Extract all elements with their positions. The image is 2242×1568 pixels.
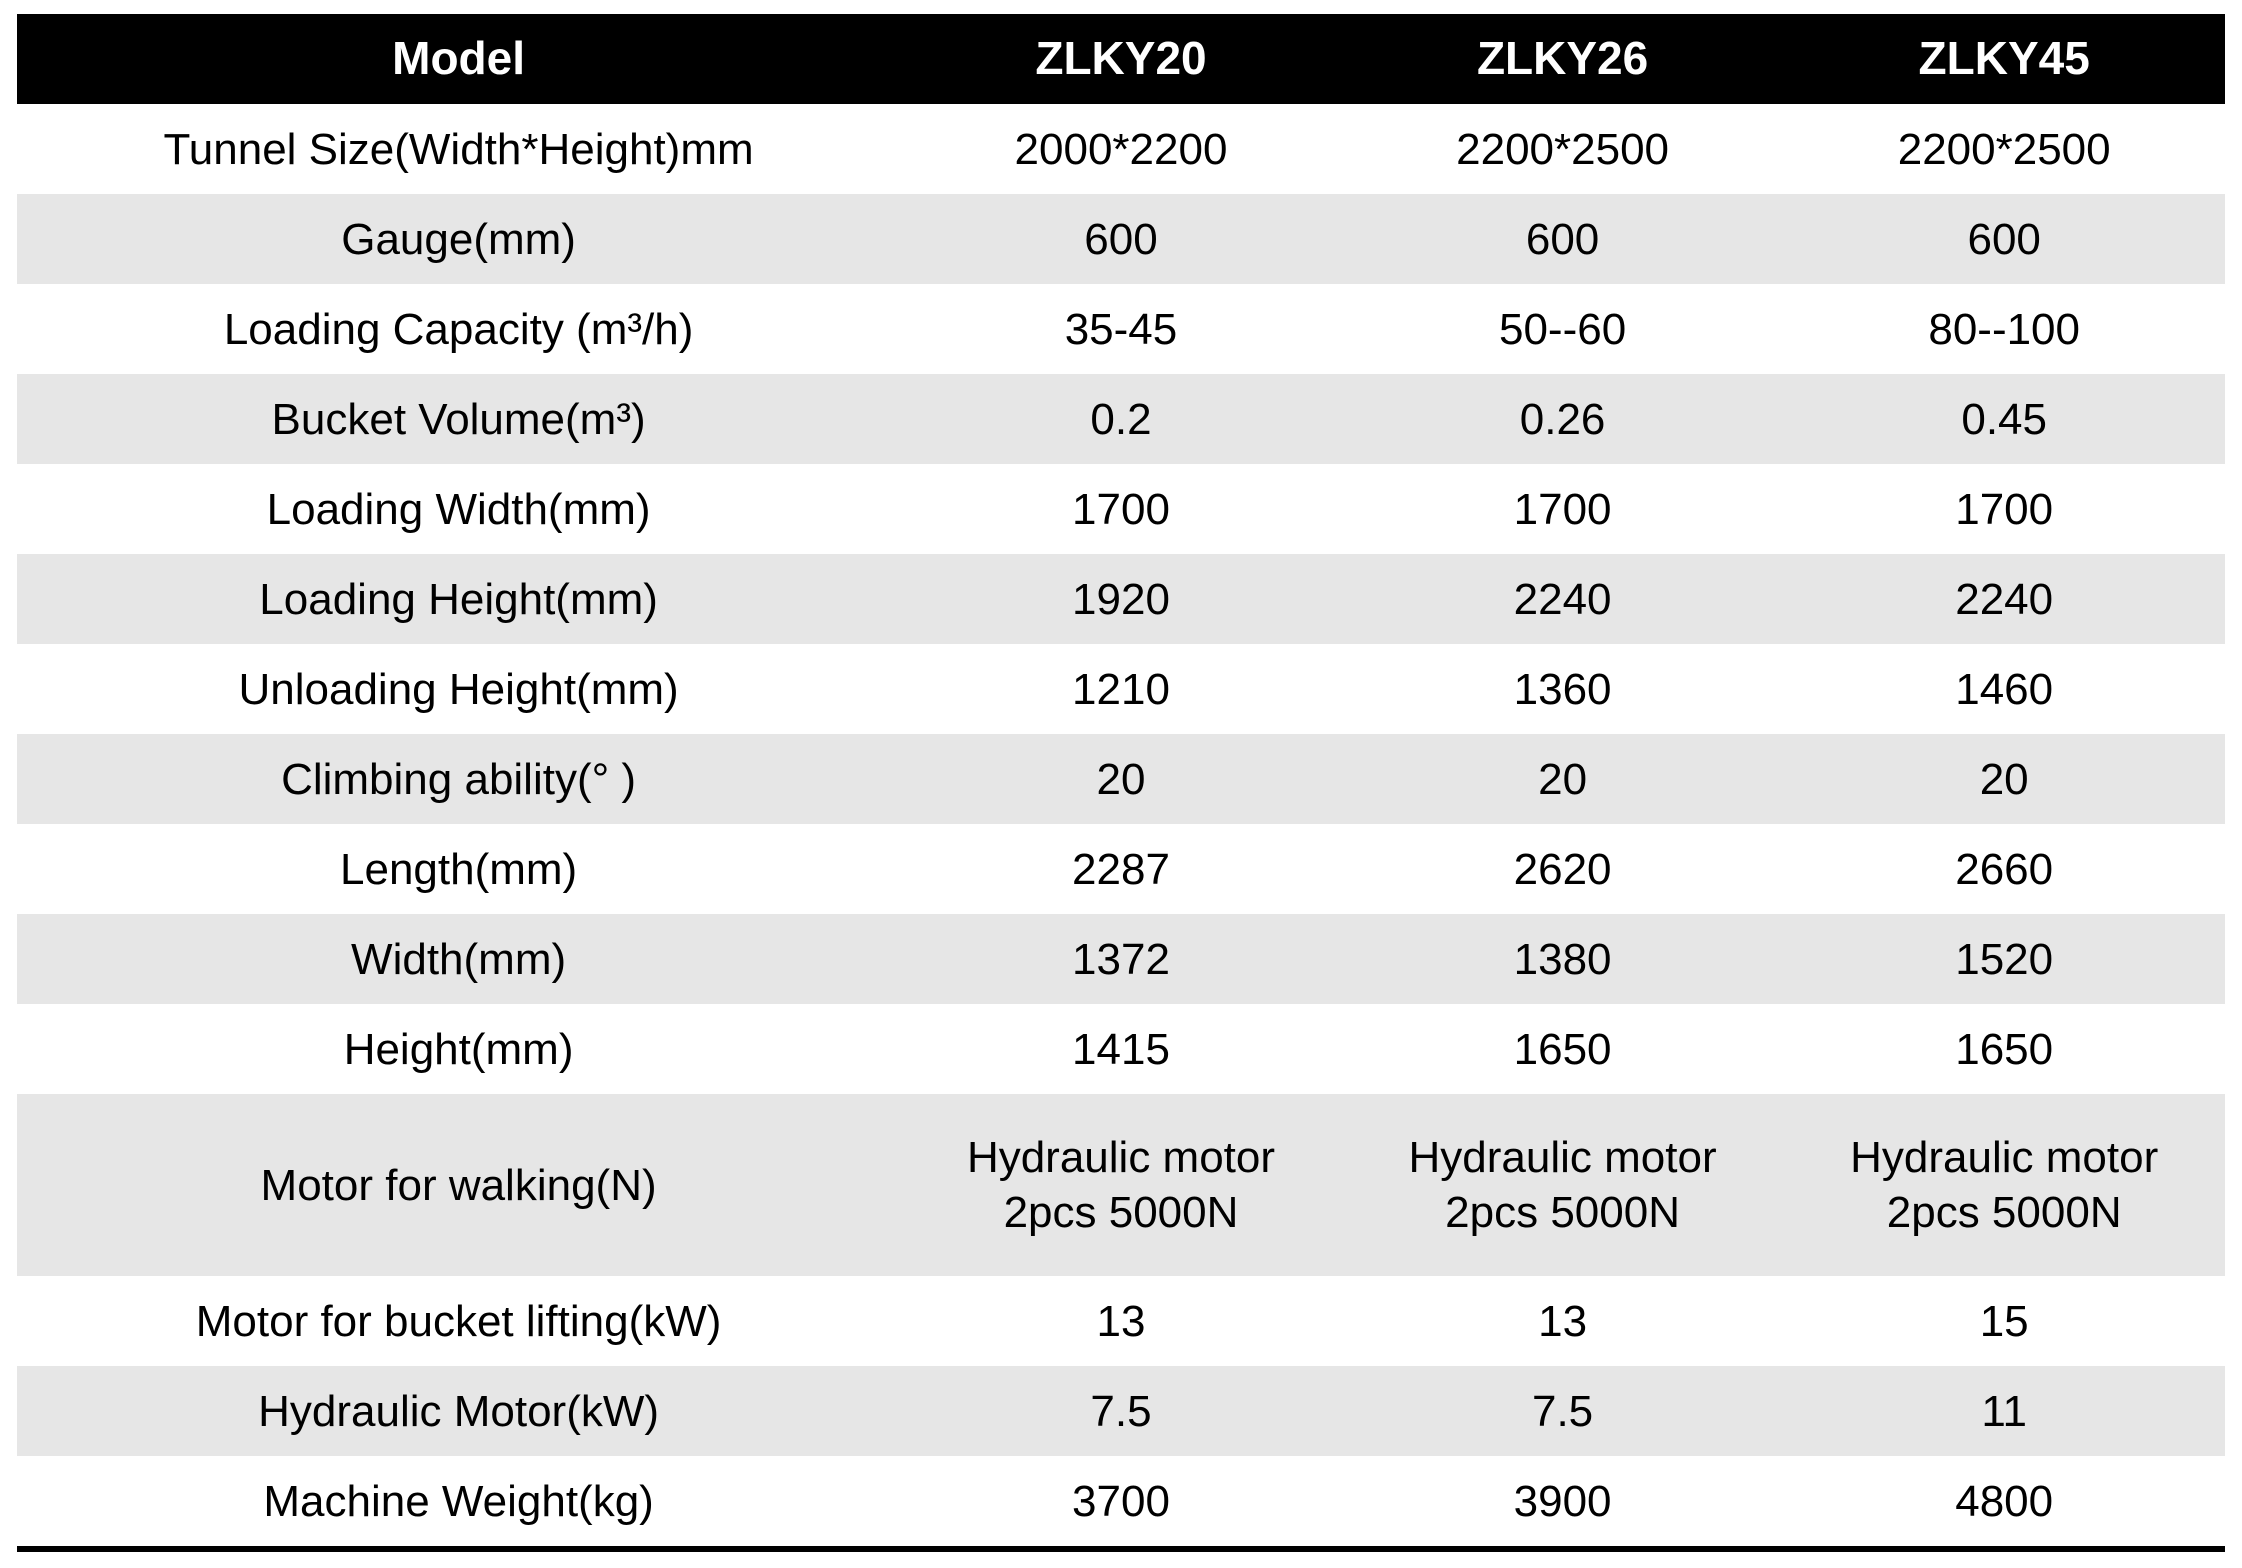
row-value: 1380 bbox=[1341, 914, 1784, 1004]
row-value: Hydraulic motor 2pcs 5000N bbox=[1783, 1094, 2225, 1276]
row-value: 15 bbox=[1783, 1276, 2225, 1366]
row-value: 0.26 bbox=[1341, 374, 1784, 464]
header-zlky45: ZLKY45 bbox=[1783, 14, 2225, 104]
row-value: 2620 bbox=[1341, 824, 1784, 914]
row-value: 4800 bbox=[1783, 1456, 2225, 1549]
header-zlky20: ZLKY20 bbox=[900, 14, 1342, 104]
table-row: Tunnel Size(Width*Height)mm 2000*2200 22… bbox=[17, 104, 2225, 194]
row-value: 50--60 bbox=[1341, 284, 1784, 374]
table-row: Climbing ability(° ) 20 20 20 bbox=[17, 734, 2225, 824]
row-value: 35-45 bbox=[900, 284, 1342, 374]
row-value: 2200*2500 bbox=[1783, 104, 2225, 194]
table-row: Length(mm) 2287 2620 2660 bbox=[17, 824, 2225, 914]
row-label: Loading Width(mm) bbox=[17, 464, 901, 554]
row-value: 7.5 bbox=[1341, 1366, 1784, 1456]
row-value: 2000*2200 bbox=[900, 104, 1342, 194]
row-value: 1372 bbox=[900, 914, 1342, 1004]
header-row: Model ZLKY20 ZLKY26 ZLKY45 bbox=[17, 14, 2225, 104]
row-value: 1700 bbox=[1783, 464, 2225, 554]
row-value: 1920 bbox=[900, 554, 1342, 644]
row-label: Length(mm) bbox=[17, 824, 901, 914]
row-label: Motor for bucket lifting(kW) bbox=[17, 1276, 901, 1366]
row-value: 0.45 bbox=[1783, 374, 2225, 464]
row-label: Hydraulic Motor(kW) bbox=[17, 1366, 901, 1456]
row-value: 80--100 bbox=[1783, 284, 2225, 374]
row-label: Tunnel Size(Width*Height)mm bbox=[17, 104, 901, 194]
row-label: Loading Height(mm) bbox=[17, 554, 901, 644]
row-value: 1650 bbox=[1783, 1004, 2225, 1094]
table-row: Loading Height(mm) 1920 2240 2240 bbox=[17, 554, 2225, 644]
row-value: 11 bbox=[1783, 1366, 2225, 1456]
row-value: 2200*2500 bbox=[1341, 104, 1784, 194]
row-label: Height(mm) bbox=[17, 1004, 901, 1094]
row-value: 13 bbox=[1341, 1276, 1784, 1366]
row-value: 3900 bbox=[1341, 1456, 1784, 1549]
row-label: Width(mm) bbox=[17, 914, 901, 1004]
row-label: Motor for walking(N) bbox=[17, 1094, 901, 1276]
spec-table: Model ZLKY20 ZLKY26 ZLKY45 Tunnel Size(W… bbox=[17, 14, 2225, 1552]
row-label: Bucket Volume(m³) bbox=[17, 374, 901, 464]
header-zlky26: ZLKY26 bbox=[1341, 14, 1784, 104]
row-value: 600 bbox=[1783, 194, 2225, 284]
header-model: Model bbox=[17, 14, 901, 104]
row-label: Machine Weight(kg) bbox=[17, 1456, 901, 1549]
table-row: Width(mm) 1372 1380 1520 bbox=[17, 914, 2225, 1004]
row-value: 1210 bbox=[900, 644, 1342, 734]
table-row: Machine Weight(kg) 3700 3900 4800 bbox=[17, 1456, 2225, 1549]
table-row: Gauge(mm) 600 600 600 bbox=[17, 194, 2225, 284]
row-value: 0.2 bbox=[900, 374, 1342, 464]
table-row: Loading Capacity (m³/h) 35-45 50--60 80-… bbox=[17, 284, 2225, 374]
row-label: Loading Capacity (m³/h) bbox=[17, 284, 901, 374]
row-label: Gauge(mm) bbox=[17, 194, 901, 284]
row-value: 1460 bbox=[1783, 644, 2225, 734]
row-value: 1360 bbox=[1341, 644, 1784, 734]
row-value: 13 bbox=[900, 1276, 1342, 1366]
row-value: 3700 bbox=[900, 1456, 1342, 1549]
row-value: 2287 bbox=[900, 824, 1342, 914]
row-value: 2240 bbox=[1783, 554, 2225, 644]
row-value: 20 bbox=[900, 734, 1342, 824]
table-row: Motor for walking(N) Hydraulic motor 2pc… bbox=[17, 1094, 2225, 1276]
row-value: 1700 bbox=[900, 464, 1342, 554]
row-value: 20 bbox=[1783, 734, 2225, 824]
row-value: 600 bbox=[900, 194, 1342, 284]
row-label: Climbing ability(° ) bbox=[17, 734, 901, 824]
row-value: Hydraulic motor 2pcs 5000N bbox=[1341, 1094, 1784, 1276]
table-row: Loading Width(mm) 1700 1700 1700 bbox=[17, 464, 2225, 554]
row-label: Unloading Height(mm) bbox=[17, 644, 901, 734]
row-value: 1700 bbox=[1341, 464, 1784, 554]
row-value: 1650 bbox=[1341, 1004, 1784, 1094]
row-value: 1415 bbox=[900, 1004, 1342, 1094]
row-value: 2240 bbox=[1341, 554, 1784, 644]
row-value: 1520 bbox=[1783, 914, 2225, 1004]
row-value: 600 bbox=[1341, 194, 1784, 284]
table-row: Unloading Height(mm) 1210 1360 1460 bbox=[17, 644, 2225, 734]
row-value: 20 bbox=[1341, 734, 1784, 824]
table-row: Bucket Volume(m³) 0.2 0.26 0.45 bbox=[17, 374, 2225, 464]
row-value: 2660 bbox=[1783, 824, 2225, 914]
row-value: 7.5 bbox=[900, 1366, 1342, 1456]
table-row: Height(mm) 1415 1650 1650 bbox=[17, 1004, 2225, 1094]
row-value: Hydraulic motor 2pcs 5000N bbox=[900, 1094, 1342, 1276]
table-row: Hydraulic Motor(kW) 7.5 7.5 11 bbox=[17, 1366, 2225, 1456]
table-row: Motor for bucket lifting(kW) 13 13 15 bbox=[17, 1276, 2225, 1366]
